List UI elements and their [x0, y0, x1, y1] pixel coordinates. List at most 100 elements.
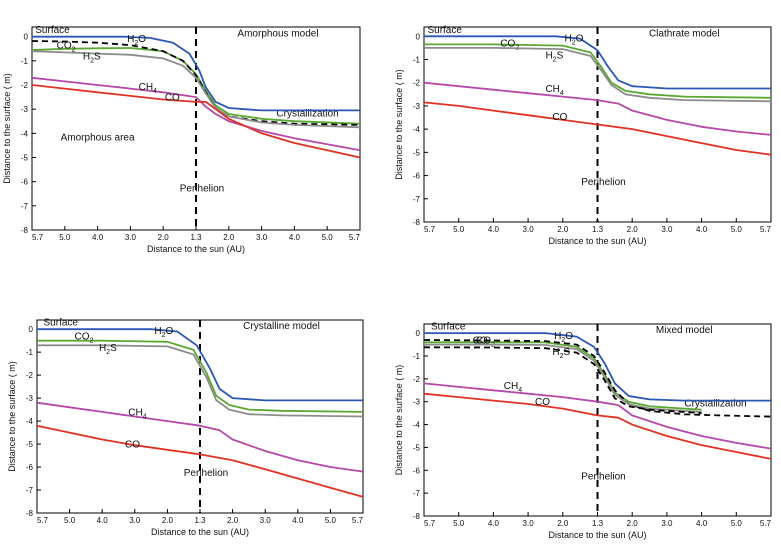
series-line-h2s: [424, 47, 772, 103]
y-tick-label: -3: [21, 105, 29, 114]
x-axis-label: Distance to the sun (AU): [548, 530, 646, 540]
y-tick-label: -6: [21, 178, 29, 187]
y-tick-label: -8: [413, 512, 421, 521]
series-line-h2o: [32, 35, 360, 112]
series-label-main: Surface: [427, 25, 462, 36]
series-line-h2o: [37, 328, 363, 402]
series-label-co: CO: [535, 397, 550, 408]
x-tick-label: 2.0: [223, 233, 235, 242]
series-line-dashedh2s: [423, 346, 702, 414]
series-label-main: Surface: [35, 25, 70, 36]
series-label-suffix: S: [564, 347, 571, 358]
x-tick-label: 4.0: [488, 519, 500, 528]
series-label-sub: 4: [560, 90, 564, 97]
y-tick-label: 0: [416, 32, 421, 41]
series-label-surface: Surface: [427, 25, 462, 36]
y-tick-label: 0: [416, 329, 421, 338]
series-line-ch4: [36, 401, 364, 473]
series-label-suffix: S: [557, 50, 564, 61]
x-tick-label: 5.7: [37, 516, 49, 525]
y-tick-label: -5: [413, 148, 421, 157]
x-tick-label: 2.0: [627, 519, 639, 528]
series-label-surface: Surface: [35, 25, 70, 36]
series-label-main: CO: [74, 332, 89, 343]
series-label-sub: 2: [560, 353, 564, 360]
y-axis-label: Distance to the surface ( m): [2, 73, 12, 184]
x-tick-label: 2.0: [557, 519, 569, 528]
series-label-main: H: [565, 33, 572, 44]
x-tick-label: 5.0: [731, 519, 743, 528]
x-tick-label: 4.0: [97, 516, 109, 525]
series-label-sub: 4: [143, 413, 147, 420]
series-label-main: H: [127, 34, 134, 45]
x-tick-label: 5.0: [64, 516, 76, 525]
series-line-h2s: [31, 50, 361, 129]
series-line-h2o: [424, 332, 771, 402]
series-line-ch4: [423, 81, 772, 136]
x-tick-label: 5.7: [32, 233, 44, 242]
x-tick-label: 2.0: [227, 516, 239, 525]
panel-3: 0-1-2-3-4-5-6-7-85.7 5.0 4.0 3.0 2.0 1.3 2.0 3.…: [7, 318, 364, 537]
x-tick-label: 1.3: [190, 233, 202, 242]
x-tick-label: 3.0: [661, 225, 673, 234]
y-tick-label: -7: [413, 489, 421, 498]
perihelion-label: Perihelion: [180, 183, 224, 194]
series-label-dashedco: CO: [473, 335, 488, 346]
y-tick-label: -5: [21, 154, 29, 163]
x-tick-label: 5.7: [349, 233, 361, 242]
series-label-main: H: [83, 52, 90, 63]
y-tick-label: -8: [26, 509, 34, 518]
y-tick-label: -5: [26, 440, 34, 449]
series-label-main: H: [154, 326, 161, 337]
x-tick-label: 5.7: [424, 519, 436, 528]
series-label-suffix: S: [94, 52, 101, 63]
series-label-sub: 2: [72, 46, 76, 53]
panel-1: 0-1-2-3-4-5-6-7-85.7 5.0 4.0 3.0 2.0 1.3 2.0 3.…: [2, 25, 361, 254]
panel-4: 0-1-2-3-4-5-6-7-85.7 5.0 4.0 3.0 2.0 1.3 2.0 3.…: [394, 322, 772, 540]
y-tick-label: -2: [26, 371, 34, 380]
y-tick-label: -1: [413, 352, 421, 361]
series-label-main: Surface: [44, 318, 79, 329]
y-tick-label: -1: [413, 56, 421, 65]
y-tick-label: -6: [413, 466, 421, 475]
series-label-sub: 4: [153, 88, 157, 95]
series-label-main: CH: [139, 82, 153, 93]
series-label-suffix: O: [576, 33, 584, 44]
x-tick-label: 4.0: [289, 233, 301, 242]
series-label-ch4: CH4: [128, 407, 146, 420]
series-label-main: CO: [125, 440, 140, 451]
y-tick-label: -2: [413, 79, 421, 88]
chart-title: Clathrate model: [649, 28, 720, 39]
series-label-sub: 2: [89, 338, 93, 345]
series-label-main: CO: [165, 93, 180, 104]
x-tick-label: 3.0: [129, 516, 141, 525]
panel-2: 0-1-2-3-4-5-6-7-85.7 5.0 4.0 3.0 2.0 1.3 2.0 3.…: [394, 25, 772, 246]
series-label-sub: 2: [106, 349, 110, 356]
annotation: Crystallization: [276, 108, 338, 119]
series-label-h2s: H2S: [552, 347, 570, 360]
series-label-sub: 2: [553, 56, 557, 63]
y-tick-label: -8: [413, 218, 421, 227]
series-label-main: CO: [552, 112, 567, 123]
series-line-co: [423, 101, 772, 156]
x-axis-label: Distance to the sun (AU): [151, 527, 249, 537]
y-axis-label: Distance to the surface ( m): [394, 365, 404, 476]
y-tick-label: -4: [413, 125, 421, 134]
series-label-main: CO: [57, 40, 72, 51]
series-line-dashedco: [423, 339, 772, 418]
series-label-h2s: H2S: [83, 52, 101, 65]
series-label-sub: 4: [518, 387, 522, 394]
y-tick-label: -8: [21, 226, 29, 235]
series-label-ch4: CH4: [139, 82, 157, 95]
perihelion-label: Perihelion: [581, 471, 625, 482]
series-label-suffix: O: [138, 34, 146, 45]
y-tick-label: -6: [413, 172, 421, 181]
series-label-surface: Surface: [431, 322, 466, 333]
y-tick-label: -3: [26, 394, 34, 403]
series-label-main: H: [554, 331, 561, 342]
chart-title: Crystalline model: [243, 321, 320, 332]
series-label-suffix: O: [166, 326, 174, 337]
series-line-co: [31, 84, 361, 159]
x-tick-label: 3.0: [523, 519, 535, 528]
